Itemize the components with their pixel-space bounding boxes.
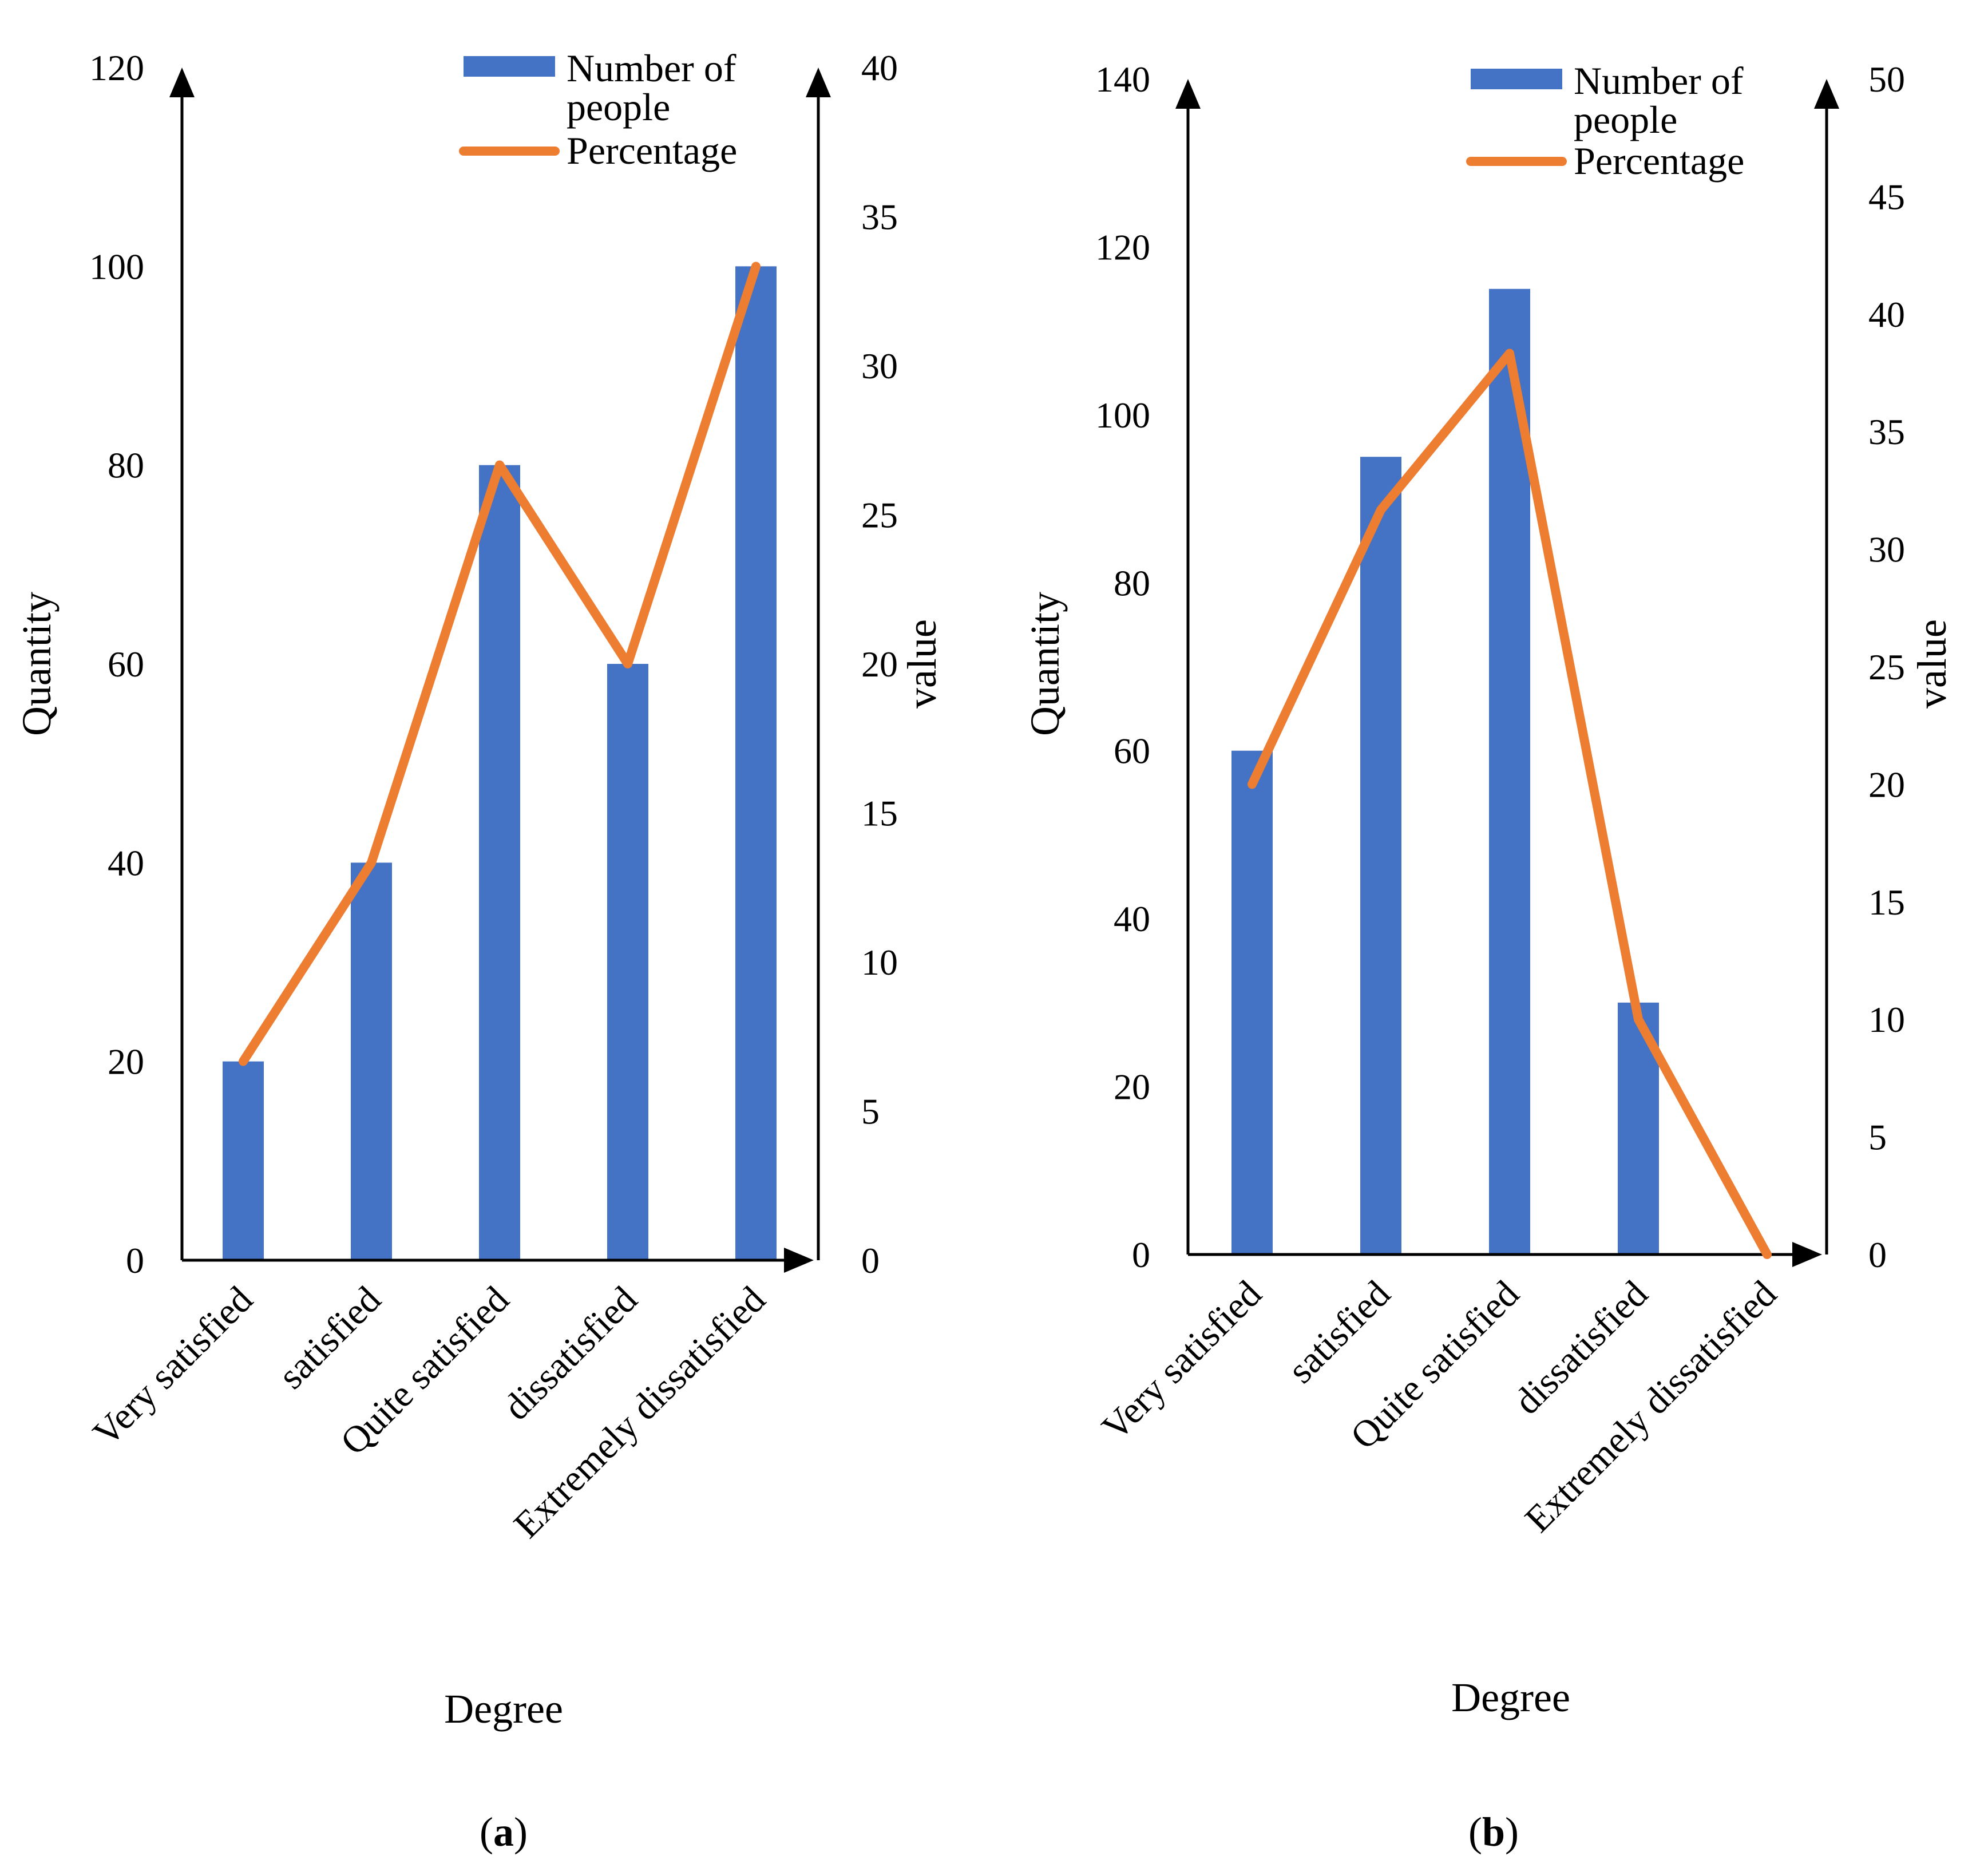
bar-1	[223, 1061, 264, 1260]
left-axis-arrow-icon	[1175, 79, 1201, 109]
left-tick-label: 0	[126, 1240, 144, 1281]
x-axis-title: Degree	[444, 1686, 563, 1732]
legend-label-bars: people	[1574, 98, 1677, 141]
y2-axis-title: value	[1909, 619, 1955, 709]
right-tick-label: 25	[1868, 647, 1905, 687]
percentage-point-1	[1252, 783, 1253, 785]
percentage-point-5	[755, 266, 757, 267]
bar-4	[607, 664, 648, 1260]
y-axis-title: Quantity	[14, 592, 60, 736]
right-tick-label: 35	[1868, 411, 1905, 452]
panel-label-close: )	[1505, 1809, 1519, 1855]
left-axis-arrow-icon	[169, 68, 195, 97]
panel-label-open: (	[480, 1809, 493, 1855]
left-tick-label: 120	[1095, 227, 1150, 267]
x-axis-arrow-icon	[1792, 1242, 1822, 1267]
percentage-point-2	[1380, 509, 1381, 510]
right-tick-label: 5	[1868, 1117, 1887, 1158]
legend-label-line: Percentage	[567, 129, 737, 172]
right-tick-label: 40	[861, 48, 898, 88]
right-tick-label: 15	[861, 793, 898, 834]
percentage-point-1	[243, 1060, 244, 1062]
right-tick-label: 30	[1868, 529, 1905, 570]
legend-bar-swatch	[1471, 69, 1562, 89]
percentage-point-4	[1638, 1019, 1639, 1020]
right-tick-label: 45	[1868, 176, 1905, 217]
category-label: Very satisfied	[1094, 1273, 1270, 1449]
percentage-point-4	[627, 663, 628, 664]
panel-label: (b)	[1468, 1809, 1519, 1855]
bar-2	[1360, 457, 1401, 1254]
bar-3	[479, 465, 520, 1260]
bar-1	[1231, 750, 1273, 1254]
right-tick-label: 10	[1868, 999, 1905, 1040]
category-label: satisfied	[270, 1279, 389, 1397]
right-tick-label: 30	[861, 346, 898, 386]
left-tick-label: 20	[108, 1042, 144, 1082]
panel-label-letter: b	[1482, 1809, 1505, 1855]
right-axis-arrow-icon	[1814, 79, 1839, 109]
x-axis-arrow-icon	[784, 1248, 814, 1273]
left-tick-label: 60	[1114, 731, 1150, 771]
legend-bar-swatch	[464, 56, 555, 77]
bar-2	[351, 862, 392, 1260]
right-tick-label: 20	[861, 644, 898, 684]
bar-5	[735, 266, 777, 1260]
right-tick-label: 50	[1868, 59, 1905, 100]
category-label: satisfied	[1280, 1273, 1398, 1391]
left-tick-label: 40	[108, 842, 144, 883]
category-label: Very satisfied	[85, 1279, 261, 1454]
category-label: Extremely dissatisfied	[506, 1279, 774, 1546]
left-tick-label: 100	[89, 246, 144, 287]
category-label: Extremely dissatisfied	[1517, 1273, 1785, 1541]
y-axis-title: Quantity	[1022, 592, 1068, 736]
bar-3	[1489, 288, 1530, 1255]
legend-label-line: Percentage	[1574, 139, 1744, 183]
left-tick-label: 100	[1095, 395, 1150, 436]
left-tick-label: 80	[108, 445, 144, 486]
legend-label-bars: Number of	[1574, 59, 1744, 102]
legend-label-bars: people	[567, 85, 670, 129]
percentage-point-3	[1509, 353, 1510, 354]
panel-a-chart: 0 20 40 60 80 100 120 0 5 10 15 20 25 30 35 40 Very sati…	[14, 46, 945, 1855]
left-tick-label: 0	[1132, 1234, 1150, 1275]
panel-label: (a)	[480, 1809, 528, 1855]
left-tick-label: 80	[1114, 563, 1150, 603]
right-axis-arrow-icon	[806, 68, 831, 97]
x-axis-title: Degree	[1451, 1675, 1570, 1720]
panel-label-letter: a	[493, 1809, 514, 1855]
percentage-point-3	[499, 464, 500, 466]
right-tick-label: 0	[861, 1240, 880, 1281]
legend-label-bars: Number of	[567, 46, 736, 90]
left-tick-label: 60	[108, 644, 144, 684]
panel-b-chart: 0 20 40 60 80 100 120 140 0 5 10 15 20 25 30 35 40 45 50 Ve…	[1022, 59, 1955, 1855]
left-tick-label: 40	[1114, 899, 1150, 939]
panel-label-close: )	[514, 1809, 528, 1855]
left-tick-label: 120	[89, 48, 144, 88]
right-tick-label: 25	[861, 495, 898, 536]
percentage-point-2	[371, 862, 372, 864]
left-tick-label: 20	[1114, 1067, 1150, 1107]
left-tick-label: 140	[1095, 59, 1150, 100]
right-tick-label: 5	[861, 1091, 880, 1132]
right-tick-label: 15	[1868, 882, 1905, 923]
right-tick-label: 0	[1868, 1234, 1887, 1275]
percentage-point-5	[1767, 1254, 1768, 1255]
right-tick-label: 40	[1868, 294, 1905, 335]
right-tick-label: 35	[861, 197, 898, 238]
right-tick-label: 20	[1868, 764, 1905, 805]
right-tick-label: 10	[861, 942, 898, 983]
y2-axis-title: value	[899, 619, 945, 709]
panel-label-open: (	[1468, 1809, 1482, 1855]
